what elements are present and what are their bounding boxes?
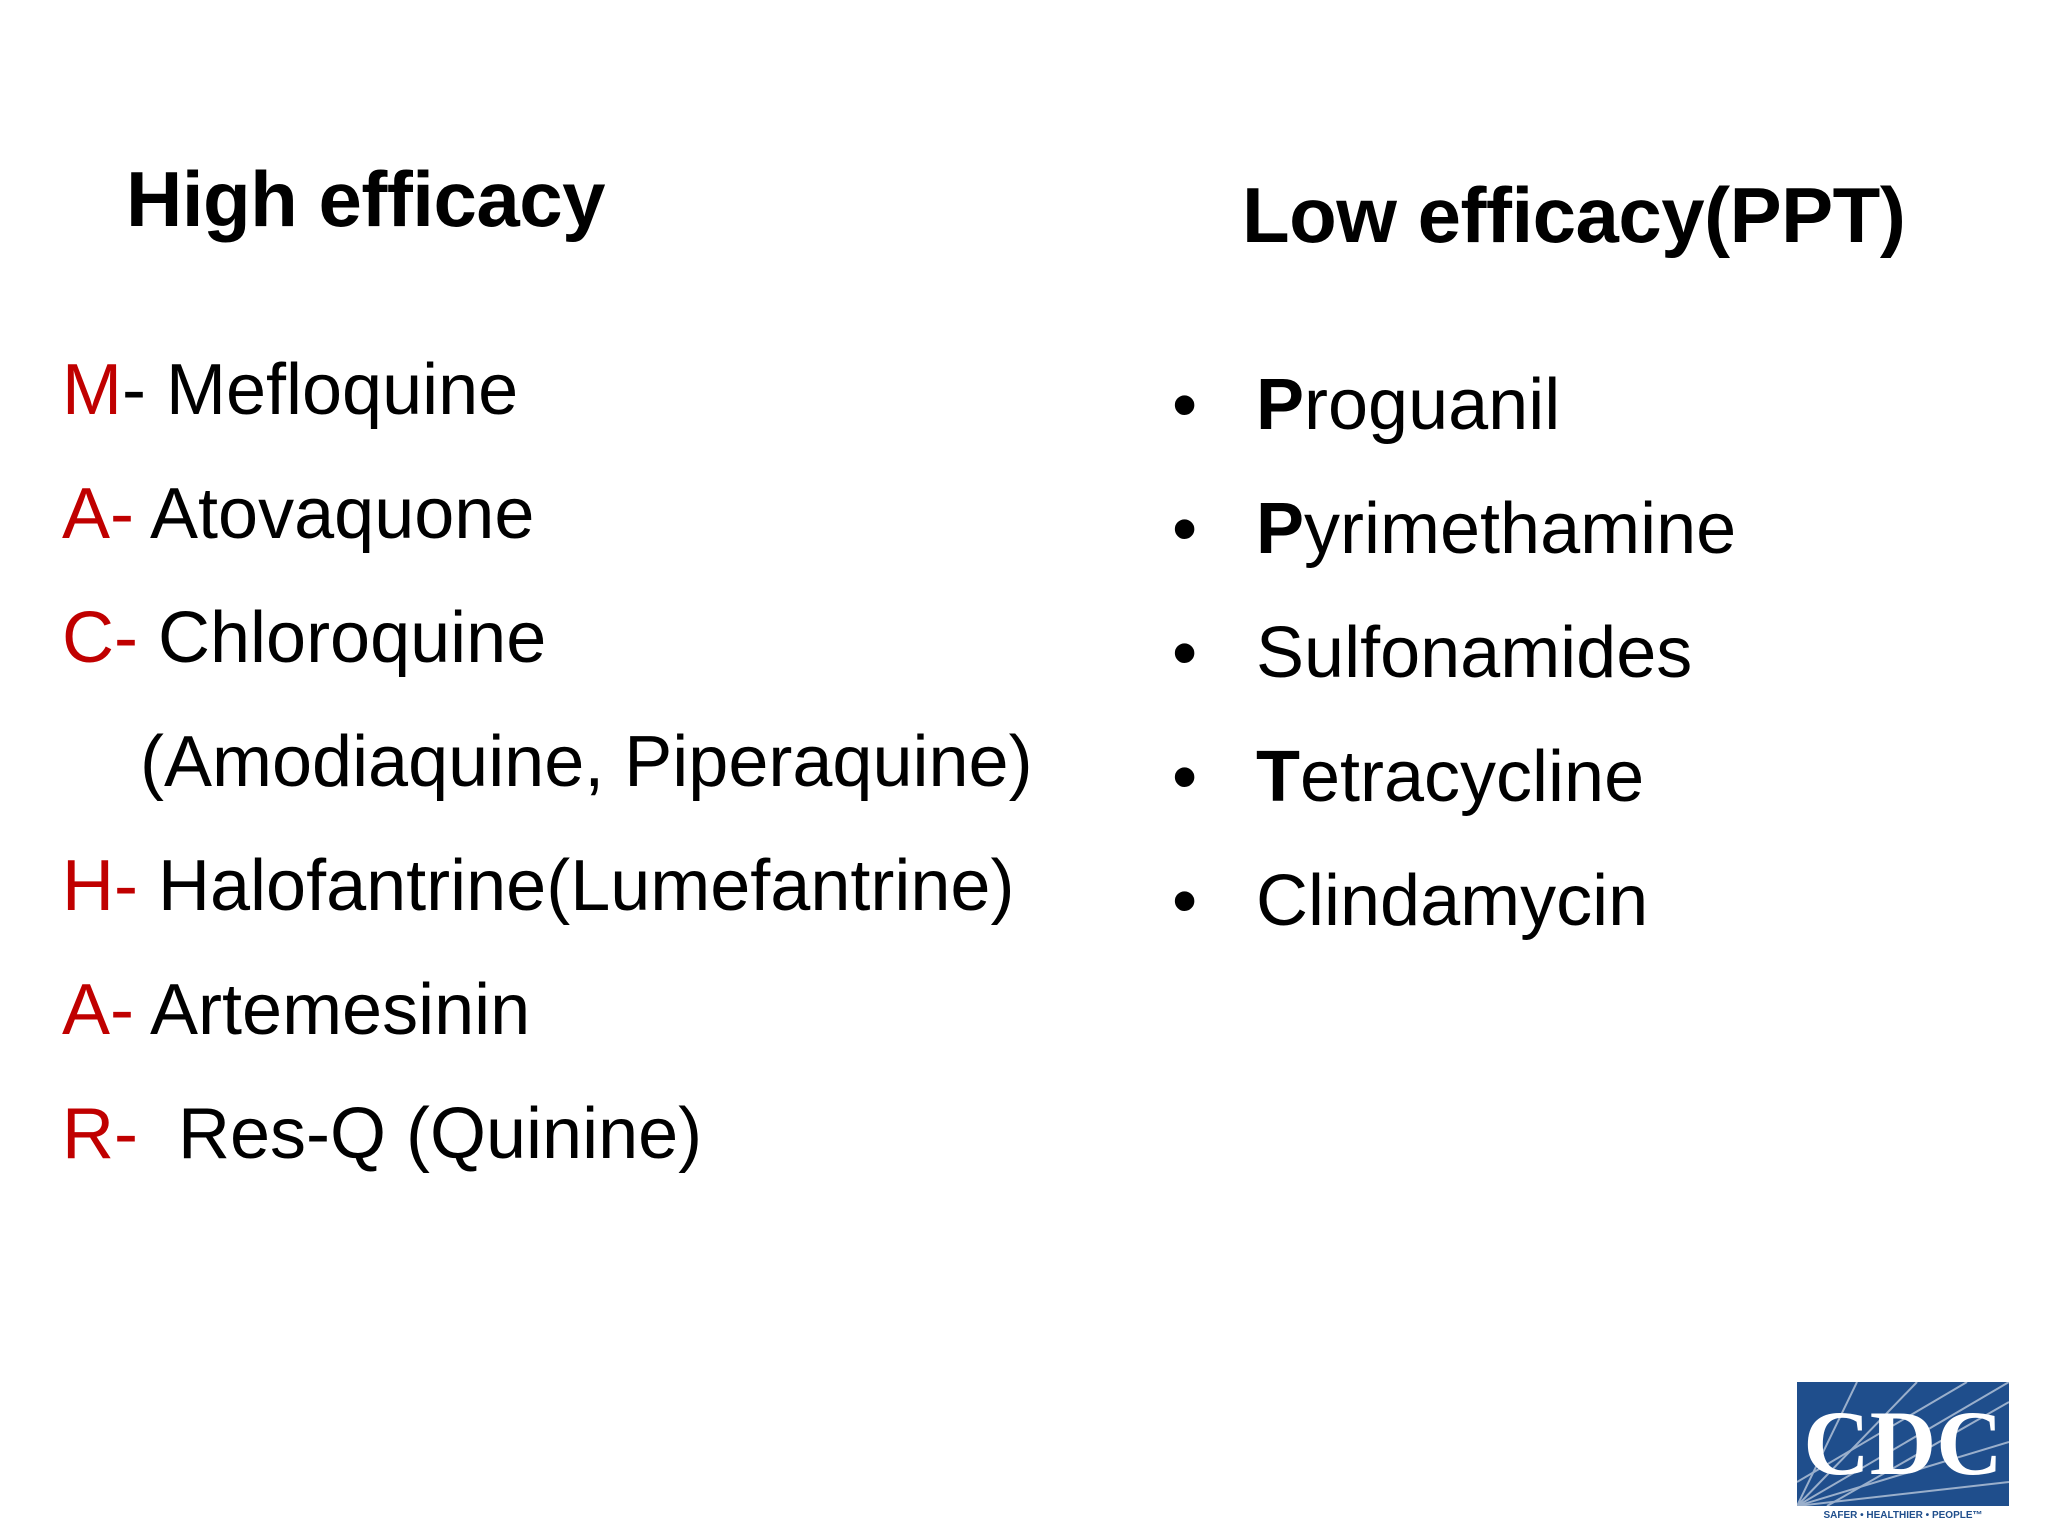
high-efficacy-list: M- Mefloquine A- Atovaquone C- Chloroqui… [62,345,1033,1213]
bullet-icon: • [1172,365,1198,445]
bullet-icon: • [1172,613,1198,693]
list-item-clindamycin: • Clindamycin [1172,856,1736,980]
mnemonic-letter: M [62,350,122,430]
drug-name: roguanil [1304,365,1561,445]
mnemonic-letter: C- [62,598,138,678]
initial-letter: S [1256,613,1305,693]
drug-name: - Mefloquine [121,350,519,430]
initial-letter: P [1256,489,1305,569]
drug-name: (Amodiaquine, Piperaquine) [140,722,1033,802]
list-item-quinine: R- Res-Q (Quinine) [62,1089,1033,1213]
heading-low-efficacy: Low efficacy(PPT) [1242,171,1906,259]
list-item-chloroquine: C- Chloroquine [62,593,1033,717]
bullet-icon: • [1172,737,1198,817]
drug-name: Atovaquone [134,474,535,554]
heading-high-efficacy: High efficacy [126,155,605,243]
mnemonic-letter: A- [62,970,134,1050]
drug-name: Chloroquine [137,598,547,678]
drug-name: etracycline [1299,737,1645,817]
drug-name: lindamycin [1308,861,1649,941]
drug-name: ulfonamides [1304,613,1693,693]
bullet-icon: • [1172,489,1198,569]
initial-letter: P [1256,365,1305,445]
drug-name: Halofantrine(Lumefantrine) [137,846,1015,926]
list-item-sulfonamides: • Sulfonamides [1172,608,1736,732]
initial-letter: C [1256,861,1308,941]
list-item-proguanil: • Proguanil [1172,360,1736,484]
mnemonic-letter: A- [62,474,134,554]
list-item-pyrimethamine: • Pyrimethamine [1172,484,1736,608]
bullet-icon: • [1172,861,1198,941]
drug-name: yrimethamine [1304,489,1737,569]
mnemonic-letter: R- [62,1094,138,1174]
mnemonic-letter: H- [62,846,138,926]
initial-letter: T [1256,737,1300,817]
logo-tagline: SAFER • HEALTHIER • PEOPLE™ [1823,1510,1982,1521]
list-item-tetracycline: • Tetracycline [1172,732,1736,856]
list-item-chloroquine-analogs: (Amodiaquine, Piperaquine) [62,717,1033,841]
list-item-halofantrine: H- Halofantrine(Lumefantrine) [62,841,1033,965]
cdc-logo-graphic: CDC SAFER • HEALTHIER • PEOPLE™ [1797,1382,2009,1521]
logo-text: CDC [1803,1392,2002,1494]
list-item-atovaquone: A- Atovaquone [62,469,1033,593]
low-efficacy-list: • Proguanil • Pyrimethamine • Sulfonamides … [1172,360,1736,980]
list-item-mefloquine: M- Mefloquine [62,345,1033,469]
drug-name: Artemesinin [134,970,531,1050]
list-item-artemesinin: A- Artemesinin [62,965,1033,1089]
drug-name: Res-Q (Quinine) [137,1094,703,1174]
cdc-logo-icon: CDC SAFER • HEALTHIER • PEOPLE™ [1797,1382,2009,1522]
